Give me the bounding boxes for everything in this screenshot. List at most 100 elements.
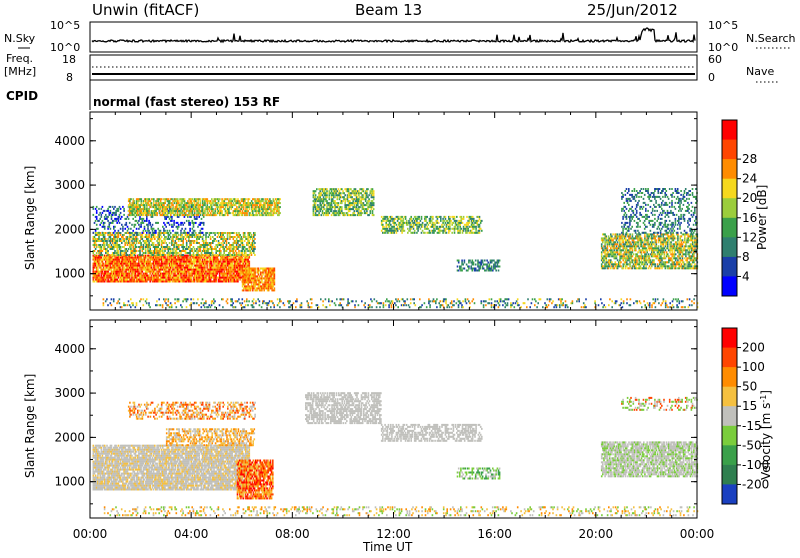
power-cell — [237, 248, 239, 250]
power-cell — [237, 208, 239, 210]
power-cell — [334, 200, 336, 202]
power-cell — [122, 226, 124, 228]
power-cell — [149, 246, 151, 248]
power-cell — [238, 214, 240, 216]
power-cell — [99, 224, 101, 226]
power-cell — [121, 224, 123, 226]
power-cell — [188, 248, 190, 250]
power-cell — [180, 208, 182, 210]
power-cell — [255, 281, 257, 283]
power-cell — [251, 254, 253, 256]
power-cell — [114, 230, 116, 232]
power-cell — [187, 257, 189, 259]
power-cell — [169, 204, 171, 206]
power-cell — [189, 206, 191, 208]
power-cell — [326, 192, 328, 194]
power-cell — [214, 208, 216, 210]
power-cell — [142, 236, 144, 238]
power-cell — [190, 267, 192, 269]
power-cell — [236, 206, 238, 208]
power-cell — [373, 198, 375, 200]
power-cell — [104, 228, 106, 230]
power-cell — [341, 208, 343, 210]
power-cell — [372, 212, 374, 214]
power-cell — [98, 236, 100, 238]
power-cell — [95, 208, 97, 210]
power-cell — [118, 254, 120, 256]
power-cell — [315, 212, 317, 214]
power-cell — [382, 224, 384, 226]
power-cell — [331, 190, 333, 192]
power-cell — [111, 269, 113, 271]
freq-tick-top: 18 — [62, 53, 76, 66]
power-cell — [178, 216, 180, 218]
power-cell — [196, 218, 198, 220]
power-cell — [169, 238, 171, 240]
power-cell — [325, 198, 327, 200]
power-cell — [136, 246, 138, 248]
power-cell — [182, 244, 184, 246]
power-cell — [107, 279, 109, 281]
power-cell — [180, 230, 182, 232]
power-cell — [138, 200, 140, 202]
power-cell — [109, 226, 111, 228]
power-cell — [210, 257, 212, 259]
power-cell — [141, 198, 143, 200]
power-cell — [120, 228, 122, 230]
power-cell — [121, 252, 123, 254]
power-cell — [249, 265, 251, 267]
power-cell — [173, 220, 175, 222]
power-cell — [278, 208, 280, 210]
power-cell — [229, 252, 231, 254]
power-cell — [384, 232, 386, 234]
power-cell — [112, 234, 114, 236]
power-cell — [155, 244, 157, 246]
power-cell — [112, 242, 114, 244]
power-cell — [192, 198, 194, 200]
power-cell — [339, 190, 341, 192]
power-cell — [172, 250, 174, 252]
power-cell — [347, 212, 349, 214]
power-cell — [210, 200, 212, 202]
power-cell — [186, 246, 188, 248]
power-cell — [152, 230, 154, 232]
power-cell — [371, 208, 373, 210]
power-cell — [185, 228, 187, 230]
power-cell — [236, 252, 238, 254]
power-cell — [235, 212, 237, 214]
power-cell — [204, 212, 206, 214]
power-cell — [170, 208, 172, 210]
power-cell — [393, 226, 395, 228]
power-cell — [134, 254, 136, 256]
power-cell — [261, 212, 263, 214]
power-cell — [127, 250, 129, 252]
power-cell — [109, 214, 111, 216]
power-cell — [220, 261, 222, 263]
power-cell — [154, 236, 156, 238]
power-cell — [235, 250, 237, 252]
power-cell — [268, 281, 270, 283]
power-cell — [212, 202, 214, 204]
power-cell — [123, 267, 125, 269]
power-cell — [147, 226, 149, 228]
power-cell — [119, 222, 121, 224]
power-cell — [146, 206, 148, 208]
power-cell — [322, 210, 324, 212]
power-cell — [184, 216, 186, 218]
power-cell — [139, 214, 141, 216]
power-cell — [143, 248, 145, 250]
power-cell — [175, 273, 177, 275]
power-cell — [149, 273, 151, 275]
power-cell — [244, 254, 246, 256]
power-cell — [160, 230, 162, 232]
power-cell — [215, 275, 217, 277]
power-cell — [177, 228, 179, 230]
power-cell — [262, 272, 264, 274]
power-cell — [214, 210, 216, 212]
power-cell — [341, 210, 343, 212]
power-cell — [148, 234, 150, 236]
power-cell — [177, 236, 179, 238]
power-cell — [193, 252, 195, 254]
power-cell — [98, 208, 100, 210]
power-cell — [141, 210, 143, 212]
